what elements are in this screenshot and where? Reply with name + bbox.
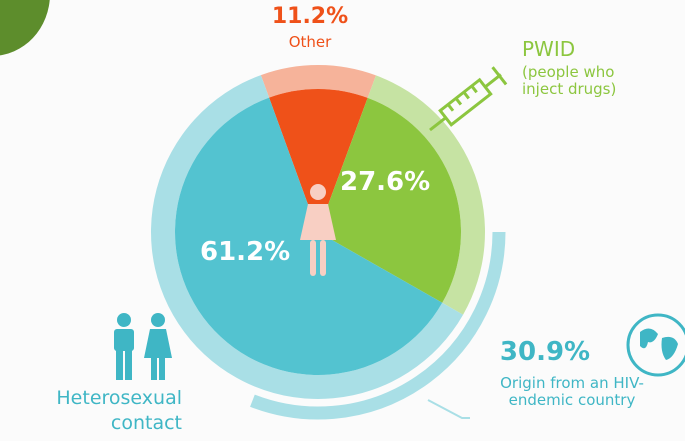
category-label: PWID xyxy=(522,38,575,61)
couple-icon xyxy=(114,313,172,380)
page: (() => { const data = JSON.parse(documen… xyxy=(0,0,685,441)
value-label: 61.2% xyxy=(200,238,290,268)
category-label: Heterosexual contact xyxy=(20,386,182,435)
value-label: 27.6% xyxy=(340,168,430,198)
globe-icon xyxy=(628,315,685,375)
category-description: (people who inject drugs) xyxy=(522,64,642,99)
value-label: 11.2% xyxy=(255,4,365,29)
highlight-value: 30.9% xyxy=(480,338,610,368)
leaf-decoration xyxy=(0,0,50,56)
highlight-label: Origin from an HIV-endemic country xyxy=(472,375,672,410)
category-label: Other xyxy=(255,34,365,51)
connector xyxy=(428,400,470,418)
